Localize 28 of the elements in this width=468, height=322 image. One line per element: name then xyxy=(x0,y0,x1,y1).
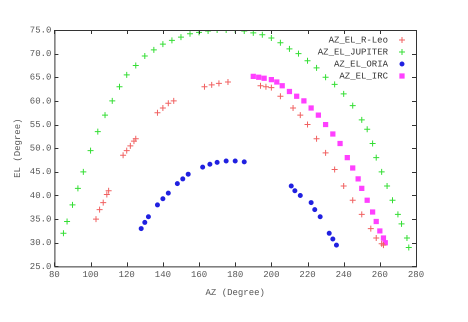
x-tick-label: 160 xyxy=(190,270,208,280)
x-tick-label: 180 xyxy=(227,270,244,280)
y-tick-label: 50.0 xyxy=(30,144,52,154)
y-tick-label: 55.0 xyxy=(30,120,52,130)
x-tick-label: 80 xyxy=(48,270,60,280)
x-tick-label: 260 xyxy=(372,270,388,280)
legend-label: AZ_EL_R-Leo xyxy=(328,35,388,46)
y-tick-label: 35.0 xyxy=(30,214,52,225)
x-tick-label: 280 xyxy=(408,270,424,280)
y-tick-label: 30.0 xyxy=(30,238,52,248)
y-tick-label: 70.0 xyxy=(30,49,52,60)
y-axis-title: EL (Degree) xyxy=(12,118,23,178)
legend-label: AZ_EL_JUPITER xyxy=(318,47,389,58)
x-tick-label: 200 xyxy=(263,270,280,280)
x-tick-label: 240 xyxy=(336,270,352,280)
legend-label: AZ_EL_IRC xyxy=(339,71,389,82)
x-axis-title: AZ (Degree) xyxy=(205,288,265,298)
y-tick-label: 25.0 xyxy=(30,262,52,272)
y-tick-label: 45.0 xyxy=(30,167,52,178)
x-tick-label: 140 xyxy=(154,270,171,280)
y-tick-label: 65.0 xyxy=(30,72,52,83)
y-tick-label: 40.0 xyxy=(30,190,52,201)
y-tick-label: 60.0 xyxy=(30,96,52,106)
x-tick-label: 220 xyxy=(299,270,316,280)
y-tick-label: 75.0 xyxy=(30,25,52,36)
x-tick-label: 100 xyxy=(82,270,99,280)
legend-label: AZ_EL_ORIA xyxy=(334,59,389,70)
x-tick-label: 120 xyxy=(118,270,135,280)
